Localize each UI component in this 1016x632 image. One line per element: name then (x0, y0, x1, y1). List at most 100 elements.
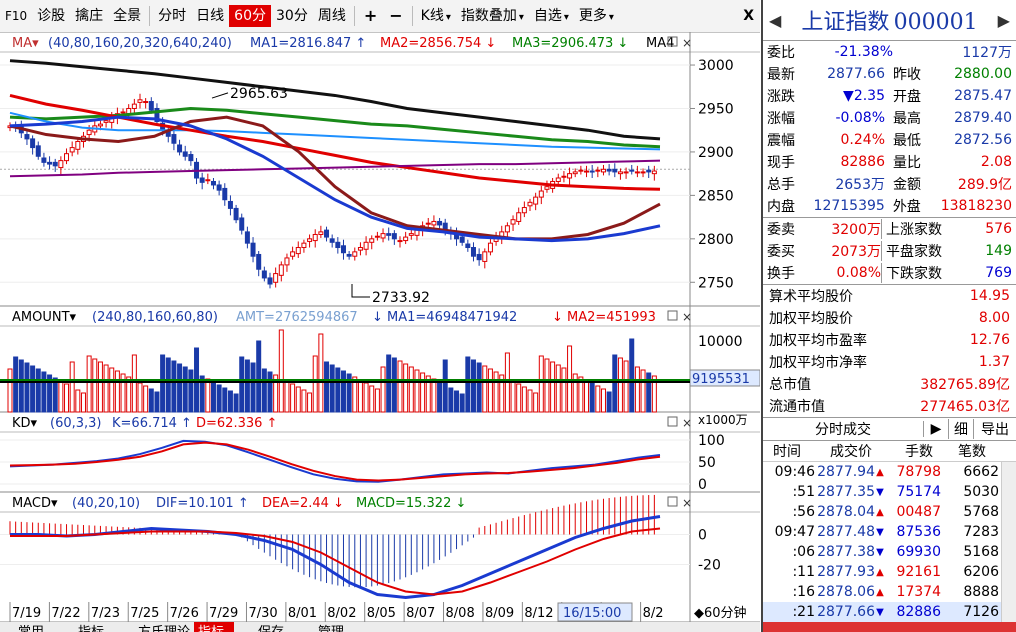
candle[interactable] (470, 247, 476, 257)
candle[interactable] (143, 101, 149, 104)
candle[interactable] (120, 111, 126, 114)
candle[interactable] (391, 233, 397, 240)
candle[interactable] (584, 170, 590, 173)
candle[interactable] (629, 169, 635, 172)
candle[interactable] (318, 231, 324, 235)
candle[interactable] (521, 207, 527, 214)
chart-canvas[interactable]: MA▾ (40,80,160,20,320,640,240) MA1=2816.84… (0, 32, 760, 632)
candle[interactable] (41, 157, 47, 163)
trade-row[interactable]: :06 2877.38 ▼ 69930 5168 (763, 542, 1016, 562)
candle[interactable] (233, 207, 239, 221)
export-button[interactable]: 导出 (973, 419, 1016, 439)
candle[interactable] (261, 270, 267, 279)
candle[interactable] (510, 219, 516, 225)
trades-scrollbar[interactable] (1001, 462, 1016, 622)
candle[interactable] (284, 257, 290, 266)
candle[interactable] (239, 217, 245, 231)
candle[interactable] (250, 242, 256, 257)
candle[interactable] (340, 245, 346, 254)
candle[interactable] (516, 212, 522, 222)
candle[interactable] (397, 240, 403, 243)
prev-stock-icon[interactable]: ◀ (769, 10, 782, 30)
candle[interactable] (210, 180, 216, 186)
candle[interactable] (465, 243, 471, 249)
candle[interactable] (578, 169, 584, 172)
candle[interactable] (646, 169, 652, 173)
candle[interactable] (171, 134, 177, 144)
trade-row[interactable]: :56 2878.04 ▲ 00487 5768 (763, 502, 1016, 522)
candle[interactable] (177, 144, 183, 153)
candle[interactable] (431, 220, 437, 226)
candle[interactable] (273, 273, 279, 283)
candle[interactable] (634, 171, 640, 174)
candle[interactable] (617, 171, 623, 175)
watchlist-button[interactable]: 自选 (529, 5, 574, 27)
candle[interactable] (544, 186, 550, 190)
candle[interactable] (188, 154, 194, 162)
candle[interactable] (64, 153, 70, 162)
more-button[interactable]: 更多 (574, 5, 619, 27)
candle[interactable] (408, 233, 414, 236)
candle[interactable] (216, 184, 222, 191)
candle[interactable] (154, 107, 160, 123)
candle[interactable] (69, 147, 75, 153)
candle[interactable] (403, 236, 409, 242)
maximize-panel-icon[interactable] (667, 496, 678, 507)
candle[interactable] (437, 220, 443, 226)
candle[interactable] (561, 175, 567, 178)
candle[interactable] (312, 233, 318, 242)
zoom-out-button[interactable]: − (389, 6, 403, 25)
candle[interactable] (527, 201, 533, 207)
candle[interactable] (131, 103, 137, 109)
candle[interactable] (227, 200, 233, 209)
intraday-button[interactable]: 分时 (158, 8, 187, 24)
candle[interactable] (47, 161, 53, 165)
trade-row[interactable]: :16 2878.06 ▲ 17374 8888 (763, 582, 1016, 602)
candle[interactable] (86, 129, 92, 136)
candle[interactable] (137, 99, 143, 103)
zhuang-button[interactable]: 擒庄 (75, 8, 104, 24)
candle[interactable] (504, 225, 510, 233)
candle[interactable] (640, 171, 646, 174)
candle[interactable] (425, 222, 431, 225)
candle[interactable] (476, 253, 482, 261)
candle[interactable] (52, 161, 58, 167)
daily-button[interactable]: 日线 (196, 8, 225, 24)
candle[interactable] (97, 123, 103, 127)
candle[interactable] (538, 190, 544, 198)
candle[interactable] (278, 264, 284, 276)
trade-row[interactable]: :11 2877.93 ▲ 92161 6206 (763, 562, 1016, 582)
kline-button[interactable]: K线 (416, 5, 456, 27)
candle[interactable] (374, 235, 380, 238)
candle[interactable] (589, 170, 595, 173)
next-stock-icon[interactable]: ▶ (997, 10, 1010, 30)
candle[interactable] (295, 247, 301, 255)
close-panel-button[interactable]: X (743, 8, 754, 24)
candle[interactable] (386, 233, 392, 236)
candle[interactable] (182, 151, 188, 157)
trade-row[interactable]: 09:47 2877.48 ▼ 87536 7283 (763, 522, 1016, 542)
candle[interactable] (307, 238, 313, 242)
candle[interactable] (533, 196, 539, 205)
f10-button[interactable]: F10 (5, 9, 28, 23)
candle[interactable] (301, 242, 307, 249)
candle[interactable] (600, 168, 606, 173)
trade-row[interactable]: 09:46 2877.94 ▲ 78798 6662 (763, 462, 1016, 482)
candle[interactable] (357, 247, 363, 251)
index-overlay-button[interactable]: 指数叠加 (456, 5, 529, 27)
candle[interactable] (555, 177, 561, 182)
candle[interactable] (572, 171, 578, 175)
candle[interactable] (606, 168, 612, 172)
candle[interactable] (205, 179, 211, 182)
zoom-in-button[interactable]: + (363, 6, 378, 25)
candle[interactable] (335, 241, 341, 249)
candle[interactable] (24, 134, 30, 140)
candle[interactable] (623, 171, 629, 174)
candle[interactable] (346, 253, 352, 257)
candle[interactable] (651, 170, 657, 175)
30min-button[interactable]: 30分 (276, 8, 308, 24)
candle[interactable] (380, 233, 386, 239)
panorama-button[interactable]: 全景 (113, 8, 142, 24)
candle[interactable] (567, 173, 573, 179)
diagnose-button[interactable]: 诊股 (37, 8, 66, 24)
